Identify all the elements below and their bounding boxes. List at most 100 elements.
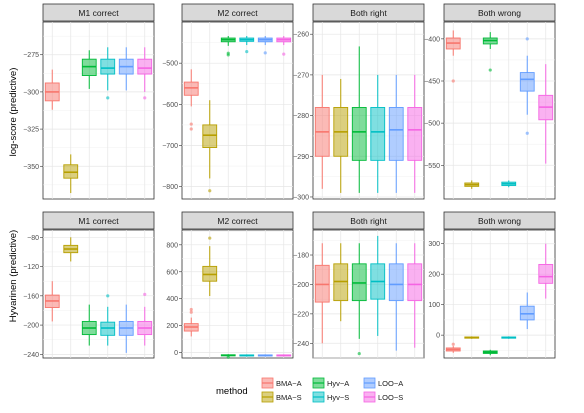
box-body (351, 106, 367, 161)
y-tick-label: −325 (23, 127, 39, 134)
row-labels-layer: log-score (predictive) Hyvarinen (predic… (8, 68, 19, 323)
panel-title: Both right (350, 216, 387, 226)
y-tick-label: −700 (162, 143, 178, 150)
box-Hyv-S (100, 47, 116, 100)
panel-3: Both wrong −400 −450 −500 −550 (424, 3, 556, 200)
y-tick-label: −270 (293, 72, 309, 79)
row-1-ylabel: Hyvarinen (predictive) (8, 230, 19, 322)
outlier-point (357, 351, 361, 356)
box-BMA-S (464, 336, 480, 339)
box-Hyv-A (482, 32, 498, 72)
box-BMA-A (44, 281, 60, 322)
panel-title: M1 correct (78, 8, 119, 18)
box-body (388, 263, 404, 302)
outlier-point (226, 53, 230, 57)
box-Hyv-S (370, 74, 386, 193)
panel-title: M1 correct (78, 216, 119, 226)
y-tick-label: 200 (428, 272, 440, 279)
box-body (100, 58, 116, 75)
box-BMA-A (183, 307, 199, 337)
box-Hyv-A (220, 354, 236, 359)
box-LOO-S (137, 292, 153, 346)
y-tick-label: −550 (424, 163, 440, 170)
outlier-point (189, 310, 193, 314)
box-body (538, 263, 554, 284)
y-tick-label: −120 (23, 264, 39, 271)
panel-7: Both wrong 0 100 200 300 (428, 211, 556, 359)
box-Hyv-A (351, 243, 367, 356)
outlier-point (189, 122, 193, 126)
legend-label: LOO−S (378, 393, 403, 402)
y-tick-label: 100 (428, 302, 440, 309)
box-BMA-S (333, 78, 349, 193)
box-BMA-A (314, 243, 330, 344)
box-BMA-S (333, 243, 349, 322)
box-body (407, 263, 423, 302)
y-tick-label: 300 (428, 241, 440, 248)
panel-strip (312, 3, 425, 22)
panel-area (443, 229, 556, 359)
box-Hyv-A (220, 35, 236, 57)
panel-1: M2 correct −500 −600 −700 −800 (162, 3, 294, 200)
box-LOO-S (407, 243, 423, 348)
y-tick-label: −180 (293, 253, 309, 260)
row-0-ylabel: log-score (predictive) (8, 68, 19, 157)
box-Hyv-A (351, 46, 367, 193)
box-Hyv-S (100, 294, 116, 346)
legend-item-BMA-S: BMA−S (261, 391, 302, 403)
panel-area (312, 229, 425, 359)
y-tick-label: −290 (293, 154, 309, 161)
box-Hyv-S (239, 35, 255, 54)
box-body (202, 124, 218, 148)
panel-2: Both right −260 −270 −280 −290 −300 (293, 3, 425, 201)
panel-area (42, 229, 155, 359)
y-tick-label: −200 (293, 282, 309, 289)
box-LOO-A (519, 37, 535, 135)
outlier-point (208, 236, 212, 240)
panel-area (312, 21, 425, 200)
box-Hyv-A (81, 50, 97, 89)
panel-title: Both wrong (478, 8, 521, 18)
legend-label: Hyv−S (327, 393, 349, 402)
box-LOO-S (538, 243, 554, 299)
y-tick-label: −350 (23, 164, 39, 171)
panel-title: M2 correct (217, 8, 258, 18)
y-tick-label: −80 (27, 235, 39, 242)
box-LOO-A (257, 35, 273, 55)
box-LOO-A (388, 74, 404, 193)
y-tick-label: −275 (23, 52, 39, 59)
panel-strip (181, 3, 294, 22)
legend-label: LOO−A (378, 379, 403, 388)
box-BMA-A (445, 342, 461, 353)
panels-layer: M1 correct −275 −300 −325 −350 M2 correct −500… (23, 3, 556, 359)
legend-label: BMA−A (276, 379, 302, 388)
box-BMA-A (314, 74, 330, 189)
outlier-point (226, 355, 230, 359)
box-body (370, 106, 386, 161)
y-tick-label: −300 (293, 194, 309, 201)
panel-title: Both wrong (478, 216, 521, 226)
outlier-point (525, 131, 529, 135)
panel-4: M1 correct −80 −120 −160 −200 −240 (23, 211, 155, 359)
box-Hyv-A (482, 349, 498, 356)
legend-title: method (216, 386, 248, 397)
outlier-point (106, 96, 110, 100)
box-body (407, 106, 423, 161)
y-tick-label: −800 (162, 184, 178, 191)
y-tick-label: −300 (23, 89, 39, 96)
box-body (519, 72, 535, 92)
box-body (137, 58, 153, 75)
panel-6: Both right −180 −200 −220 −240 (293, 211, 425, 359)
box-BMA-S (202, 236, 218, 297)
box-LOO-A (118, 47, 134, 91)
panel-strip (42, 211, 155, 230)
legend-item-BMA-A: BMA−A (261, 377, 302, 389)
panel-strip (312, 211, 425, 230)
y-tick-label: −400 (424, 36, 440, 43)
y-tick-label: −200 (23, 323, 39, 330)
outlier-point (488, 68, 492, 72)
outlier-point (143, 292, 147, 296)
outlier-point (106, 294, 110, 298)
panel-0: M1 correct −275 −300 −325 −350 (23, 3, 155, 200)
